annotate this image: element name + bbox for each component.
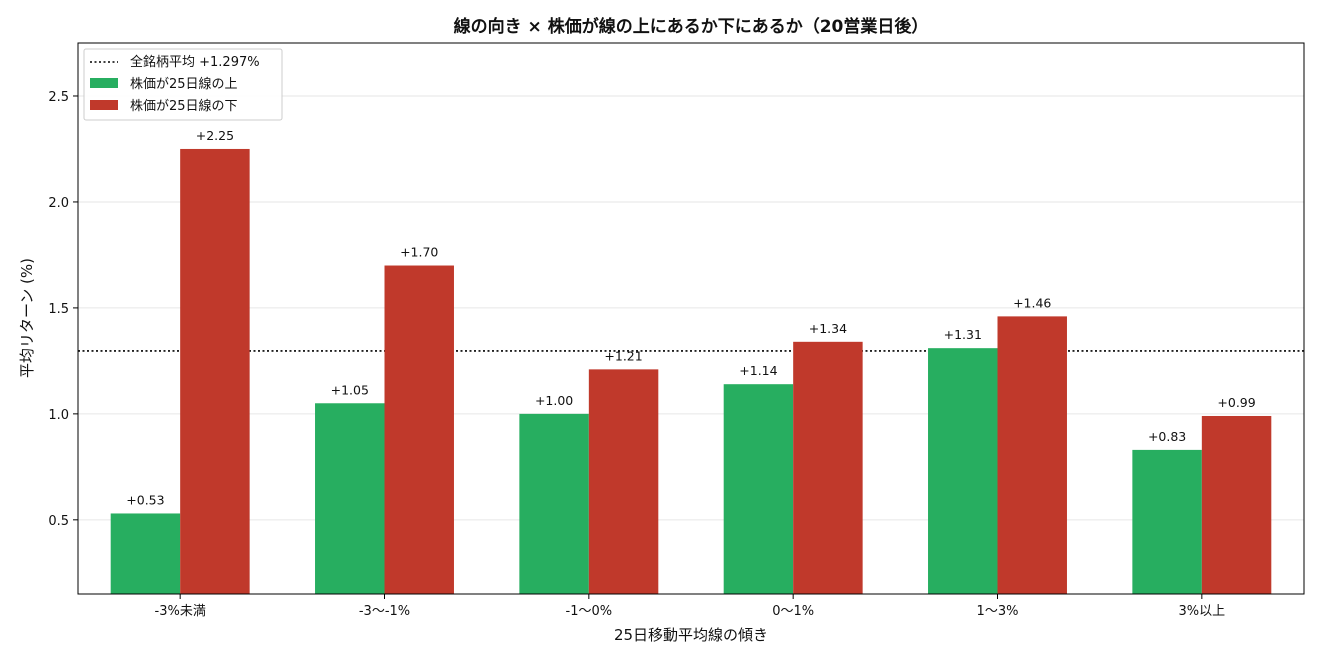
chart-title: 線の向き × 株価が線の上にあるか下にあるか（20営業日後） <box>454 16 929 37</box>
bar-above <box>723 384 794 594</box>
x-tick-label: -1〜0% <box>566 604 613 619</box>
x-tick-label: -3%未満 <box>155 604 206 619</box>
bar-above <box>110 513 181 594</box>
x-tick-label: 3%以上 <box>1179 604 1226 619</box>
bar-below <box>1201 415 1272 594</box>
bar-above <box>315 403 385 594</box>
x-tick-label: 1〜3% <box>977 604 1019 619</box>
bar-below <box>384 265 454 594</box>
legend-below-swatch <box>90 100 118 110</box>
bar-value-label: +0.99 <box>1217 395 1255 410</box>
y-tick-label: 1.5 <box>48 302 69 317</box>
legend: 全銘柄平均 +1.297% 株価が25日線の上 株価が25日線の下 <box>83 48 283 121</box>
y-axis-ticks: 0.5 1.0 1.5 2.0 2.5 <box>48 90 78 529</box>
bar-value-label: +1.21 <box>604 348 642 363</box>
x-axis-ticks: -3%未満 -3〜-1% -1〜0% 0〜1% 1〜3% 3%以上 <box>155 594 1226 619</box>
bar-value-label: +1.34 <box>809 321 847 336</box>
bar-below <box>793 341 863 594</box>
bar-value-label: +1.31 <box>944 327 982 342</box>
x-tick-label: -3〜-1% <box>359 604 410 619</box>
bar-value-label: +0.53 <box>126 492 164 507</box>
bar-value-label: +0.83 <box>1148 429 1186 444</box>
legend-above-swatch <box>90 78 118 88</box>
y-tick-label: 2.5 <box>48 90 69 105</box>
y-tick-label: 0.5 <box>48 514 69 529</box>
plot-frame <box>77 42 1305 595</box>
y-axis-label: 平均リターン (%) <box>18 258 36 378</box>
bar-below <box>180 148 250 594</box>
bars <box>110 148 1272 594</box>
y-tick-label: 2.0 <box>48 196 69 211</box>
x-tick-label: 0〜1% <box>772 604 814 619</box>
legend-reference-label: 全銘柄平均 +1.297% <box>130 54 260 70</box>
bar-value-label: +1.05 <box>331 382 369 397</box>
x-axis-label: 25日移動平均線の傾き <box>614 626 768 644</box>
legend-above-label: 株価が25日線の上 <box>130 76 238 92</box>
bar-above <box>1132 449 1202 594</box>
bar-value-label: +1.46 <box>1013 295 1051 310</box>
bar-above <box>519 413 589 594</box>
bar-value-label: +1.14 <box>739 363 777 378</box>
legend-frame <box>83 48 283 121</box>
bar-above <box>928 348 998 594</box>
bar-below <box>997 316 1067 594</box>
y-tick-label: 1.0 <box>48 408 69 423</box>
gridlines <box>78 95 1304 521</box>
bar-below <box>588 369 659 594</box>
legend-below-label: 株価が25日線の下 <box>130 98 238 114</box>
data-labels: +0.53 +2.25 +1.05 +1.70 +1.00 +1.21 +1.14 +1.34… <box>126 128 1255 508</box>
bar-value-label: +1.00 <box>535 393 573 408</box>
bar-value-label: +1.70 <box>400 245 438 260</box>
bar-value-label: +2.25 <box>196 128 234 143</box>
